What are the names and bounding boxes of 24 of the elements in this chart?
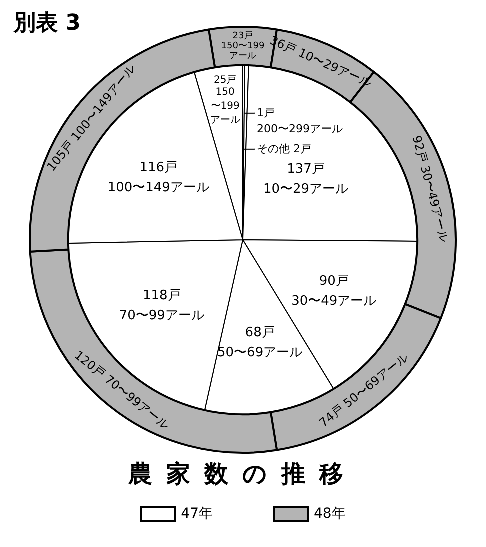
text: 74戸 50〜69アール xyxy=(316,350,411,430)
slice-label: 30〜49アール xyxy=(292,294,377,310)
slice-label: 150〜199アール xyxy=(221,42,265,62)
slice-label: 10〜29アール xyxy=(263,182,349,197)
data-label: 25戸 xyxy=(214,75,237,86)
data-label: 118戸 xyxy=(142,288,181,304)
slice-label: その他 2戸 xyxy=(257,142,312,156)
slice-label: 70〜99アール xyxy=(119,308,204,324)
legend-label: 48年 xyxy=(314,505,346,523)
data-label: 68戸 xyxy=(245,326,275,341)
data-label: 137戸 xyxy=(287,162,325,177)
text: 農家数の推移 xyxy=(127,459,358,490)
data-label: 90戸 xyxy=(319,274,349,290)
slice-label: 50〜69アール xyxy=(218,346,303,361)
data-label: 116戸 xyxy=(140,160,178,176)
text: 別表 3 xyxy=(14,10,81,38)
text: 120戸 70〜99アール xyxy=(72,348,172,433)
slice-label: 150〜199アール xyxy=(210,87,240,126)
data-label: 1戸 xyxy=(257,106,275,120)
slice-label: 200〜299アール xyxy=(257,122,343,136)
text: 92戸 30〜49アール xyxy=(410,134,452,244)
data-label: 23戸 xyxy=(232,32,254,42)
slice-label: 100〜149アール xyxy=(108,180,210,196)
legend-label: 47年 xyxy=(181,505,213,523)
